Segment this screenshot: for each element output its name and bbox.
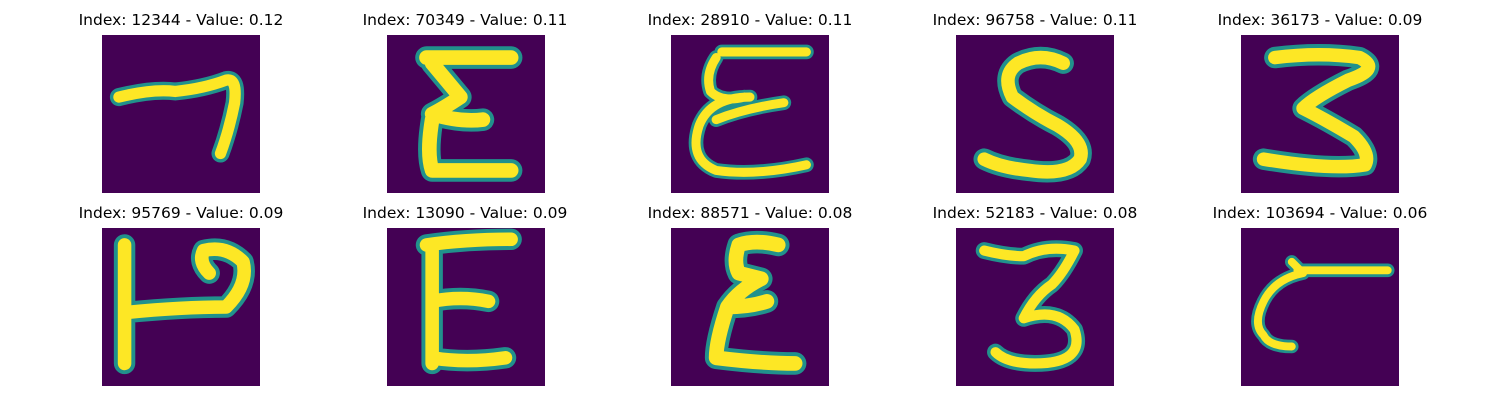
digit-image bbox=[102, 35, 260, 193]
glyph-three bbox=[1241, 35, 1399, 193]
panel-title: Index: 13090 - Value: 0.09 bbox=[362, 204, 568, 222]
glyph-seven bbox=[102, 35, 260, 193]
glyph-c-bar bbox=[1241, 228, 1399, 386]
glyph-three bbox=[956, 228, 1114, 386]
panel-title: Index: 36173 - Value: 0.09 bbox=[1217, 11, 1423, 29]
glyph-epsilon bbox=[671, 35, 829, 193]
digit-image bbox=[956, 228, 1114, 386]
digit-image bbox=[1241, 35, 1399, 193]
panel-title: Index: 70349 - Value: 0.11 bbox=[362, 11, 568, 29]
panel-title: Index: 52183 - Value: 0.08 bbox=[932, 204, 1138, 222]
glyph-s bbox=[956, 35, 1114, 193]
digit-image bbox=[1241, 228, 1399, 386]
glyph-e bbox=[387, 228, 545, 386]
digit-image bbox=[387, 228, 545, 386]
digit-image bbox=[671, 35, 829, 193]
glyph-p-rotated bbox=[102, 228, 260, 386]
digit-image bbox=[956, 35, 1114, 193]
panel-title: Index: 28910 - Value: 0.11 bbox=[647, 11, 853, 29]
glyph-sigma bbox=[671, 228, 829, 386]
digit-image bbox=[102, 228, 260, 386]
panel-title: Index: 88571 - Value: 0.08 bbox=[647, 204, 853, 222]
panel-title: Index: 95769 - Value: 0.09 bbox=[78, 204, 284, 222]
digit-image bbox=[387, 35, 545, 193]
glyph-sigma bbox=[387, 35, 545, 193]
panel-title: Index: 12344 - Value: 0.12 bbox=[78, 11, 284, 29]
panel-title: Index: 96758 - Value: 0.11 bbox=[932, 11, 1138, 29]
digit-image bbox=[671, 228, 829, 386]
panel-title: Index: 103694 - Value: 0.06 bbox=[1212, 204, 1428, 222]
